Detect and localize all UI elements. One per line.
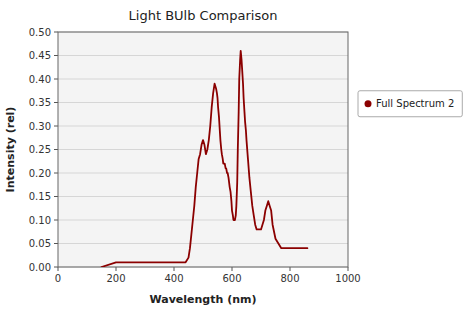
plot-area xyxy=(58,32,348,267)
grid-line xyxy=(58,102,348,103)
x-tick xyxy=(174,267,175,271)
x-tick xyxy=(116,267,117,271)
x-tick xyxy=(232,267,233,271)
y-tick-label: 0.45 xyxy=(29,50,51,61)
grid-line xyxy=(58,126,348,127)
x-tick-label: 800 xyxy=(280,273,299,284)
x-tick xyxy=(58,267,59,271)
y-tick-label: 0.15 xyxy=(29,191,51,202)
y-tick xyxy=(54,79,58,80)
grid-line xyxy=(58,79,348,80)
x-tick-label: 0 xyxy=(55,273,61,284)
x-tick xyxy=(348,267,349,271)
plot-frame xyxy=(58,32,348,267)
legend: Full Spectrum 2 xyxy=(358,91,462,117)
x-tick-label: 400 xyxy=(164,273,183,284)
x-tick xyxy=(290,267,291,271)
y-tick-label: 0.20 xyxy=(29,168,51,179)
y-axis-label: Intensity (rel) xyxy=(4,107,17,193)
y-tick-label: 0.30 xyxy=(29,121,51,132)
y-tick-label: 0.25 xyxy=(29,144,51,155)
y-tick xyxy=(54,267,58,268)
y-tick-label: 0.10 xyxy=(29,215,51,226)
y-tick xyxy=(54,126,58,127)
series-line xyxy=(102,51,308,267)
grid-line xyxy=(58,196,348,197)
y-tick-label: 0.35 xyxy=(29,97,51,108)
y-tick-label: 0.40 xyxy=(29,74,51,85)
y-tick-label: 0.00 xyxy=(29,262,51,273)
x-tick-label: 1000 xyxy=(335,273,360,284)
y-tick xyxy=(54,173,58,174)
grid-line xyxy=(58,220,348,221)
grid-line xyxy=(58,55,348,56)
y-tick xyxy=(54,196,58,197)
grid-line xyxy=(58,173,348,174)
x-tick-label: 600 xyxy=(222,273,241,284)
x-tick-label: 200 xyxy=(106,273,125,284)
y-tick xyxy=(54,243,58,244)
legend-box xyxy=(358,91,462,117)
y-tick xyxy=(54,102,58,103)
legend-label: Full Spectrum 2 xyxy=(376,98,454,109)
y-tick-label: 0.05 xyxy=(29,238,51,249)
y-tick xyxy=(54,149,58,150)
x-axis-label: Wavelength (nm) xyxy=(150,293,257,306)
y-tick-label: 0.50 xyxy=(29,27,51,38)
y-tick xyxy=(54,32,58,33)
chart: 0.00 0.05 0.10 0.15 0.20 0.25 0.30 0.35 0.40 0.45… xyxy=(0,0,466,313)
grid-line xyxy=(58,149,348,150)
legend-marker xyxy=(365,100,372,107)
series-group xyxy=(102,51,308,267)
y-tick xyxy=(54,220,58,221)
grid-line xyxy=(58,243,348,244)
y-tick xyxy=(54,55,58,56)
title: Light BUlb Comparison xyxy=(129,8,278,23)
